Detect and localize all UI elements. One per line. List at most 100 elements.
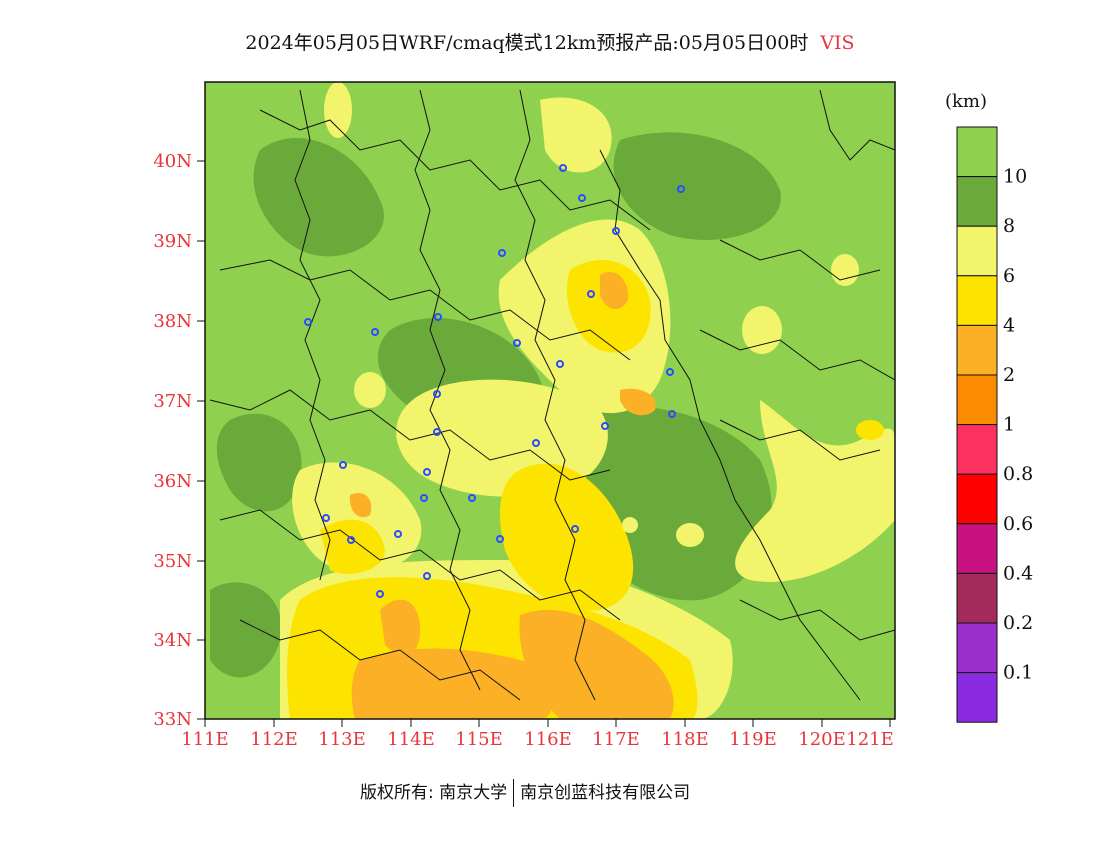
station-marker bbox=[668, 410, 676, 418]
title-text: 2024年05月05日WRF/cmaq模式12km预报产品:05月05日00时 bbox=[245, 32, 809, 54]
station-marker bbox=[394, 530, 402, 538]
colorbar: 10 8 6 4 2 1 0.8 0.6 0.4 0.2 0.1 bbox=[956, 126, 1033, 723]
station-marker bbox=[498, 249, 506, 257]
colorbar-label: 8 bbox=[1003, 215, 1015, 237]
colorbar-swatch bbox=[956, 324, 998, 376]
station-marker bbox=[371, 328, 379, 336]
station-marker bbox=[677, 185, 685, 193]
lat-label: 40N bbox=[153, 151, 192, 172]
lon-label: 121E bbox=[846, 729, 894, 750]
colorbar-swatch bbox=[956, 225, 998, 277]
pale-yellow-region bbox=[540, 97, 612, 173]
colorbar-label: 6 bbox=[1003, 265, 1015, 287]
footer-separator bbox=[513, 779, 515, 807]
station-marker bbox=[578, 194, 586, 202]
pale-yellow-region bbox=[735, 400, 895, 582]
colorbar-label: 1 bbox=[1003, 414, 1015, 436]
orange-region bbox=[620, 388, 656, 416]
lon-label: 113E bbox=[318, 729, 366, 750]
colorbar-swatch bbox=[956, 572, 998, 624]
footer-left: 版权所有: 南京大学 bbox=[360, 783, 508, 803]
orange-region bbox=[380, 599, 420, 655]
station-marker bbox=[339, 461, 347, 469]
lon-label: 112E bbox=[250, 729, 298, 750]
pale-yellow-spot bbox=[831, 254, 859, 286]
pale-yellow-spot bbox=[622, 517, 638, 533]
station-marker bbox=[571, 525, 579, 533]
pale-yellow-spot bbox=[354, 372, 386, 408]
colorbar-swatch bbox=[956, 176, 998, 227]
station-marker bbox=[468, 494, 476, 502]
lat-label: 33N bbox=[153, 709, 192, 730]
lon-label: 116E bbox=[524, 729, 572, 750]
colorbar-swatch bbox=[956, 126, 998, 178]
lon-label: 115E bbox=[455, 729, 503, 750]
lon-label: 120E bbox=[798, 729, 846, 750]
colorbar-swatch bbox=[956, 374, 998, 426]
station-marker bbox=[532, 439, 540, 447]
station-marker bbox=[376, 590, 384, 598]
dark-green-region bbox=[253, 138, 384, 257]
orange-region bbox=[600, 271, 629, 310]
axis-ticks bbox=[197, 160, 891, 727]
map-fill bbox=[205, 82, 895, 719]
station-marker bbox=[347, 536, 355, 544]
longitude-labels: 111E 112E 113E 114E 115E 116E 117E 118E … bbox=[181, 729, 894, 750]
lat-label: 36N bbox=[153, 471, 192, 492]
colorbar-unit: (km) bbox=[945, 91, 987, 112]
colorbar-label: 10 bbox=[1003, 166, 1027, 188]
orange-region bbox=[519, 609, 674, 719]
orange-region bbox=[351, 648, 554, 719]
dark-green-region bbox=[210, 582, 282, 678]
station-marker bbox=[423, 468, 431, 476]
station-marker bbox=[304, 318, 312, 326]
pale-yellow-spot bbox=[676, 523, 704, 547]
station-marker bbox=[612, 227, 620, 235]
yellow-region bbox=[320, 519, 385, 574]
station-marker bbox=[434, 313, 442, 321]
lat-label: 37N bbox=[153, 391, 192, 412]
station-marker bbox=[420, 494, 428, 502]
chart-title: 2024年05月05日WRF/cmaq模式12km预报产品:05月05日00时 V… bbox=[0, 28, 1100, 55]
lat-label: 34N bbox=[153, 630, 192, 651]
station-marker bbox=[433, 390, 441, 398]
colorbar-swatch bbox=[956, 275, 998, 326]
colorbar-swatch bbox=[956, 622, 998, 674]
station-marker bbox=[666, 368, 674, 376]
lon-label: 111E bbox=[181, 729, 229, 750]
pale-yellow-spot bbox=[742, 306, 782, 354]
station-marker bbox=[513, 339, 521, 347]
lon-label: 118E bbox=[661, 729, 709, 750]
colorbar-label: 0.4 bbox=[1003, 562, 1033, 584]
pale-yellow-spot bbox=[324, 82, 352, 138]
dark-green-region bbox=[216, 413, 302, 512]
lat-label: 35N bbox=[153, 551, 192, 572]
latitude-labels: 40N 39N 38N 37N 36N 35N 34N 33N bbox=[153, 151, 192, 730]
dark-green-region bbox=[613, 132, 781, 240]
colorbar-label: 0.6 bbox=[1003, 513, 1033, 535]
station-marker bbox=[601, 422, 609, 430]
copyright-footer: 版权所有: 南京大学 南京创蓝科技有限公司 bbox=[360, 778, 690, 807]
station-marker bbox=[322, 514, 330, 522]
colorbar-swatch bbox=[956, 523, 998, 574]
colorbar-label: 2 bbox=[1003, 364, 1015, 386]
footer-right: 南京创蓝科技有限公司 bbox=[520, 783, 691, 803]
station-marker bbox=[496, 535, 504, 543]
colorbar-swatch bbox=[956, 424, 998, 475]
colorbar-label: 0.8 bbox=[1003, 463, 1033, 485]
station-marker bbox=[423, 572, 431, 580]
station-marker bbox=[559, 164, 567, 172]
station-marker bbox=[433, 428, 441, 436]
variable-label: VIS bbox=[820, 32, 855, 54]
yellow-spot bbox=[856, 420, 884, 440]
station-marker bbox=[587, 290, 595, 298]
colorbar-swatch bbox=[956, 672, 998, 723]
colorbar-label: 4 bbox=[1003, 314, 1015, 336]
station-markers bbox=[304, 164, 685, 598]
yellow-region bbox=[500, 463, 634, 611]
admin-boundaries bbox=[209, 89, 895, 701]
lon-label: 114E bbox=[387, 729, 435, 750]
colorbar-label: 0.2 bbox=[1003, 612, 1033, 634]
colorbar-swatch bbox=[956, 473, 998, 525]
